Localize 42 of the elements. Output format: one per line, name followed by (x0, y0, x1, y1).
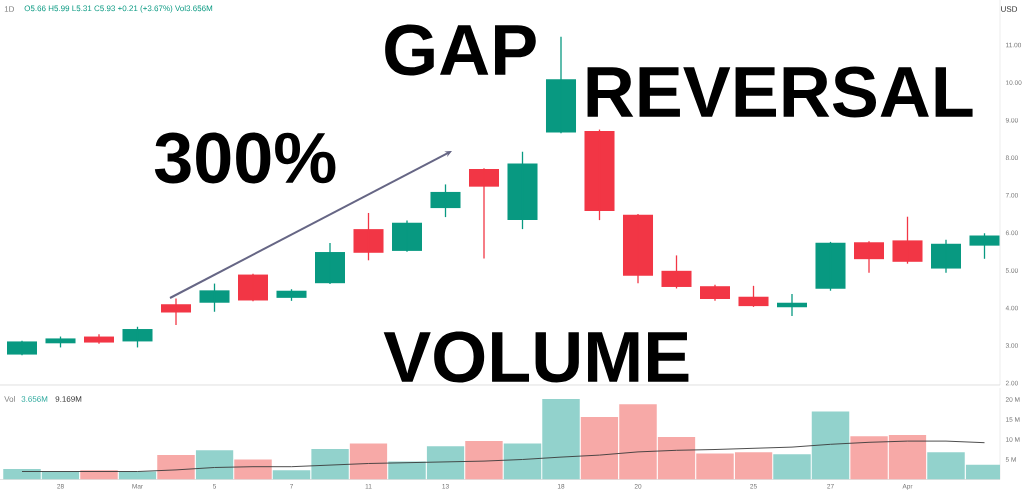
bar (349, 443, 388, 480)
candlestick (969, 232, 1000, 260)
bar (503, 443, 542, 480)
candlestick (853, 240, 885, 274)
candlestick (6, 340, 38, 356)
candlestick (699, 284, 731, 302)
annotation: Vol (4, 396, 15, 402)
candlestick (738, 285, 769, 308)
bar (542, 399, 580, 480)
annotation: VOLUME (383, 331, 689, 383)
candlestick (584, 128, 615, 221)
bar (234, 459, 272, 480)
annotation: REVERSAL (587, 66, 973, 118)
candlestick (391, 219, 423, 253)
bar (465, 441, 503, 480)
candlestick (622, 213, 654, 284)
annotation: O5.66 H5.99 L5.31 C5.93 +0.21 (+3.67%) Vol3.656M (24, 5, 213, 13)
annotation: 3.656M (21, 396, 48, 402)
candlestick (468, 167, 500, 260)
annotation: 1D (4, 6, 15, 12)
bar (195, 450, 234, 480)
bar (272, 470, 311, 480)
candlestick (314, 242, 346, 285)
candlestick (160, 297, 192, 326)
candlestick (122, 326, 153, 349)
candlestick (83, 333, 115, 345)
candlestick (545, 36, 577, 134)
candlestick (237, 273, 269, 302)
bar (311, 449, 349, 480)
candlestick (892, 216, 923, 265)
candlestick (430, 183, 461, 218)
annotation: 300% (154, 132, 336, 184)
candlestick (353, 212, 384, 261)
candlestick (815, 241, 846, 292)
candlestick (930, 238, 962, 274)
candlestick (199, 282, 230, 313)
candlestick (507, 151, 538, 230)
annotation: GAP (385, 24, 536, 76)
candlestick (661, 254, 692, 290)
text: USD (1001, 6, 1018, 12)
annotation: 9.169M (55, 396, 82, 402)
bar (157, 455, 195, 480)
